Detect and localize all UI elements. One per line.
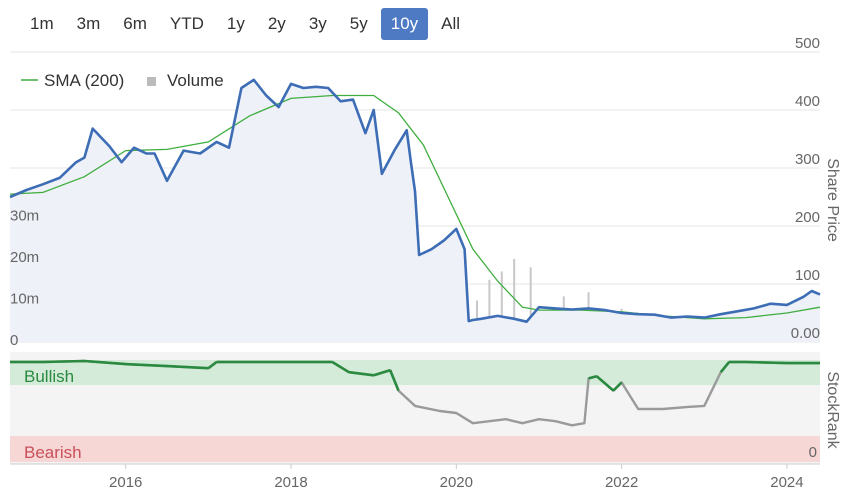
price-tick-label: 400 [795, 93, 820, 110]
price-tick-label: 100 [795, 267, 820, 284]
x-axis: 2016 2018 2020 2022 2024 [109, 464, 804, 491]
x-tick-label: 2020 [440, 474, 473, 491]
volume-tick-label: 30m [10, 208, 39, 225]
volume-bar [488, 279, 491, 342]
volume-bar [529, 267, 532, 342]
price-tick-label: 500 [795, 35, 820, 52]
price-line [9, 78, 821, 323]
volume-bar [500, 271, 503, 342]
volume-legend-swatch [147, 77, 156, 86]
volume-tick-label: 10m [10, 291, 39, 308]
range-button-1y[interactable]: 1y [226, 14, 245, 33]
x-tick-label: 2016 [109, 474, 142, 491]
price-tick-label: 300 [795, 151, 820, 168]
volume-bar [513, 259, 516, 342]
volume-axis: 30m 20m 10m 0 [10, 208, 39, 350]
range-button-2y[interactable]: 2y [267, 14, 286, 33]
stockrank-axis-label: StockRank [824, 371, 841, 449]
range-button-3m[interactable]: 3m [76, 14, 101, 33]
stockrank-zero-tick: 0 [809, 444, 817, 461]
bearish-band [10, 436, 820, 462]
range-button-1m[interactable]: 1m [30, 14, 54, 33]
range-button-6m[interactable]: 6m [123, 14, 147, 33]
range-button-10y[interactable]: 10y [380, 8, 429, 40]
volume-legend-label: Volume [167, 71, 224, 90]
volume-tick-label: 20m [10, 249, 39, 266]
x-tick-label: 2022 [605, 474, 638, 491]
bearish-label: Bearish [24, 443, 82, 462]
x-tick-label: 2018 [274, 474, 307, 491]
legend[interactable]: SMA (200) Volume [21, 71, 224, 90]
range-button-ytd[interactable]: YTD [169, 14, 204, 33]
x-tick-label: 2024 [770, 474, 803, 491]
bullish-label: Bullish [24, 367, 74, 386]
range-button-5y[interactable]: 5y [349, 14, 368, 33]
stockrank-bullish-line [10, 359, 820, 392]
range-button-all[interactable]: All [441, 14, 461, 33]
sma-legend-label: SMA (200) [44, 71, 124, 90]
price-tick-label: 0.00 [791, 325, 820, 342]
volume-tick-label: 0 [10, 332, 18, 349]
range-selector: 1m 3m 6m YTD 1y 2y 3y 5y 10y All [20, 8, 473, 42]
range-button-3y[interactable]: 3y [308, 14, 327, 33]
price-tick-label: 200 [795, 209, 820, 226]
price-axis: 500 400 300 200 100 0.00 [791, 35, 820, 342]
price-axis-label: Share Price [824, 158, 841, 242]
